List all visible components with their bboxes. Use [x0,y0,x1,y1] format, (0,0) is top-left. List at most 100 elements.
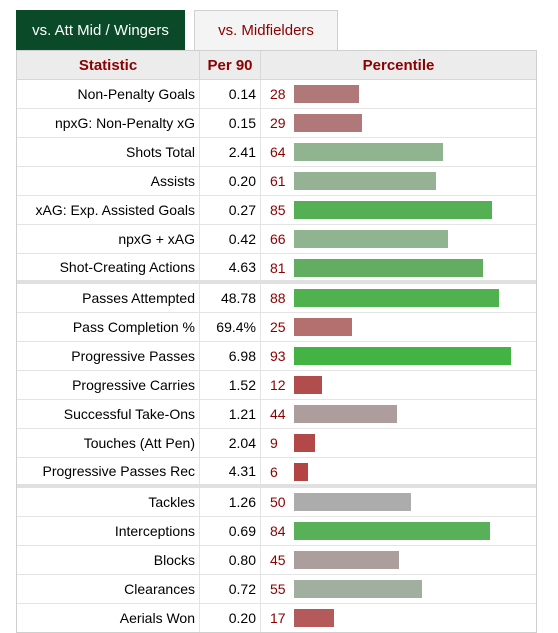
percentile-value: 44 [270,406,286,422]
percentile-cell: 45 [260,545,536,575]
percentile-value: 55 [270,581,286,597]
percentile-bar [294,551,399,569]
percentile-value: 84 [270,523,286,539]
percentile-bar [294,347,511,365]
table-row: Aerials Won 0.20 17 [17,603,537,633]
percentile-bar [294,580,422,598]
percentile-bar [294,376,322,394]
percentile-value: 29 [270,115,286,131]
percentile-cell: 17 [261,604,537,633]
percentile-cell: 25 [260,312,536,342]
percentile-value: 28 [270,86,286,102]
percentile-value: 85 [270,202,286,218]
table-row: Blocks 0.80 45 [17,545,536,575]
table-body: Non-Penalty Goals 0.14 28 npxG: Non-Penalty… [17,79,537,633]
stat-name: Blocks [17,545,200,575]
percentile-cell: 12 [260,370,536,400]
percentile-value: 17 [270,610,286,626]
header-statistic[interactable]: Statistic [17,51,200,80]
percentile-value: 25 [270,319,286,335]
table-row: Assists 0.20 61 [17,166,536,196]
per90-value: 48.78 [199,282,261,313]
table-row: Tackles 1.26 50 [17,486,536,517]
stat-name: Aerials Won [17,603,200,632]
percentile-cell: 9 [260,428,536,458]
percentile-bar [294,201,492,219]
stat-name: Shot-Creating Actions [17,253,200,284]
percentile-cell: 66 [260,224,536,254]
tab-att-mid-wingers[interactable]: vs. Att Mid / Wingers [16,10,185,50]
table-row: xAG: Exp. Assisted Goals 0.27 85 [17,195,536,225]
percentile-value: 45 [270,552,286,568]
per90-value: 4.31 [199,457,261,488]
table-row: Touches (Att Pen) 2.04 9 [17,428,536,458]
tab-midfielders[interactable]: vs. Midfielders [194,10,338,50]
table-row: Progressive Passes 6.98 93 [17,341,536,371]
stat-name: Clearances [17,574,200,604]
header-percentile[interactable]: Percentile [260,51,536,80]
percentile-value: 61 [270,173,286,189]
table-row: Interceptions 0.69 84 [17,516,536,546]
percentile-value: 6 [270,464,278,480]
per90-value: 0.20 [199,603,261,632]
per90-value: 1.21 [199,399,261,429]
percentile-cell: 55 [260,574,536,604]
scouting-report-table: Statistic Per 90 Percentile Non-Penalty … [16,50,537,633]
table-row: Pass Completion % 69.4% 25 [17,312,536,342]
percentile-bar [294,609,334,627]
percentile-cell: 44 [260,399,536,429]
per90-value: 6.98 [199,341,261,371]
stat-name: Tackles [17,486,200,517]
table-row: Shots Total 2.41 64 [17,137,536,167]
percentile-cell: 29 [260,108,536,138]
per90-value: 0.42 [199,224,261,254]
percentile-value: 12 [270,377,286,393]
percentile-bar [294,493,411,511]
percentile-value: 9 [270,435,278,451]
stat-name: Touches (Att Pen) [17,428,200,458]
table-row: Non-Penalty Goals 0.14 28 [17,79,536,109]
percentile-value: 64 [270,144,286,160]
percentile-cell: 93 [260,341,536,371]
per90-value: 4.63 [199,253,261,284]
percentile-cell: 84 [260,516,536,546]
header-per90[interactable]: Per 90 [199,51,261,80]
stat-name: Interceptions [17,516,200,546]
per90-value: 0.72 [199,574,261,604]
percentile-bar [294,172,436,190]
percentile-bar [294,463,308,481]
percentile-bar [294,434,315,452]
table-row: Progressive Passes Rec 4.31 6 [17,457,536,488]
table-row: Passes Attempted 48.78 88 [17,282,536,313]
percentile-cell: 61 [260,166,536,196]
table-row: Successful Take-Ons 1.21 44 [17,399,536,429]
stat-name: xAG: Exp. Assisted Goals [17,195,200,225]
percentile-value: 88 [270,290,286,306]
per90-value: 0.27 [199,195,261,225]
stat-name: Non-Penalty Goals [17,79,200,109]
stat-name: Progressive Passes [17,341,200,371]
stat-name: npxG: Non-Penalty xG [17,108,200,138]
percentile-bar [294,143,443,161]
table-row: npxG + xAG 0.42 66 [17,224,536,254]
percentile-cell: 28 [260,79,536,109]
percentile-value: 93 [270,348,286,364]
per90-value: 0.80 [199,545,261,575]
percentile-bar [294,405,397,423]
percentile-cell: 50 [260,486,536,517]
table-row: Shot-Creating Actions 4.63 81 [17,253,536,284]
percentile-cell: 64 [260,137,536,167]
per90-value: 2.41 [199,137,261,167]
percentile-cell: 81 [260,253,536,284]
percentile-cell: 88 [260,282,536,313]
percentile-bar [294,259,483,277]
percentile-bar [294,522,490,540]
stat-name: Successful Take-Ons [17,399,200,429]
table-row: Progressive Carries 1.52 12 [17,370,536,400]
per90-value: 0.14 [199,79,261,109]
stat-name: Passes Attempted [17,282,200,313]
stat-name: Pass Completion % [17,312,200,342]
per90-value: 0.15 [199,108,261,138]
per90-value: 2.04 [199,428,261,458]
table-row: npxG: Non-Penalty xG 0.15 29 [17,108,536,138]
